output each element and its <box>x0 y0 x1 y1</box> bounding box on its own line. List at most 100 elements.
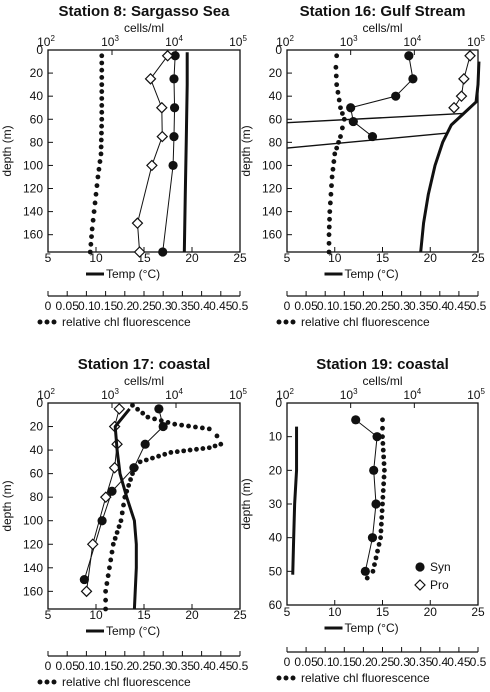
top-tick-label: 104 <box>165 387 183 402</box>
chl-point <box>381 454 387 460</box>
chl-point <box>186 423 191 429</box>
y-tick-label: 30 <box>269 497 283 511</box>
series-syn <box>351 415 382 576</box>
y-tick-label: 120 <box>23 182 43 196</box>
chl-point <box>214 433 220 439</box>
temp-tick-label: 25 <box>471 251 485 265</box>
chl-legend-dot <box>37 319 43 325</box>
chl-point <box>199 425 205 431</box>
y-axis-label: depth (m) <box>0 480 14 531</box>
chl-point <box>99 82 105 88</box>
top-tick-label: 103 <box>340 34 358 49</box>
chl-point <box>122 494 128 500</box>
top-axis-label: cells/ml <box>124 21 164 35</box>
syn-line <box>162 55 176 253</box>
chl-point <box>172 421 178 427</box>
chl-point <box>334 53 340 59</box>
series-pro <box>131 49 174 258</box>
chl-point <box>218 441 224 447</box>
series-temp <box>291 426 299 575</box>
top-tick-label: 103 <box>101 387 119 402</box>
chl-tick-label: 0.4 <box>431 299 448 313</box>
chl-point <box>193 424 198 430</box>
top-tick-label: 105 <box>467 34 485 49</box>
chl-tick-label: 0.1 <box>78 659 95 673</box>
top-tick-base: 10 <box>467 388 481 402</box>
chl-point <box>326 224 332 230</box>
pro-line <box>453 55 471 108</box>
chl-point <box>168 450 174 455</box>
chl-point <box>327 216 332 222</box>
chl-point <box>381 481 387 487</box>
chl-point <box>194 446 199 452</box>
chl-point <box>99 53 105 59</box>
temp-profile-line <box>113 407 138 610</box>
top-tick-base: 10 <box>165 35 179 49</box>
chl-point <box>329 174 335 180</box>
chl-point <box>181 448 187 454</box>
top-tick-base: 10 <box>229 35 243 49</box>
chl-point <box>99 67 105 73</box>
top-tick-exponent: 4 <box>417 34 422 43</box>
chl-point <box>110 541 116 547</box>
chl-point <box>206 445 212 451</box>
y-tick-label: 160 <box>262 228 282 242</box>
syn-point <box>367 131 378 142</box>
chl-point <box>339 111 345 116</box>
series-relative-chl-fluorescence <box>326 53 347 255</box>
chl-point <box>109 549 115 555</box>
chl-point <box>379 508 385 514</box>
top-tick-base: 10 <box>101 388 115 402</box>
temp-tick-label: 15 <box>376 251 390 265</box>
chl-point <box>378 521 384 527</box>
syn-point <box>348 116 358 127</box>
y-tick-label: 80 <box>269 135 283 149</box>
chl-tick-label: 0 <box>284 299 291 313</box>
chl-tick-label: 0.4 <box>193 299 210 313</box>
chl-point <box>370 568 376 574</box>
pro-point <box>131 217 144 229</box>
y-tick-label: 40 <box>269 89 283 103</box>
chl-point <box>341 116 347 122</box>
chl-point <box>335 89 341 95</box>
chl-point <box>380 494 386 500</box>
chl-legend-dot <box>37 679 43 685</box>
top-tick-exponent: 3 <box>114 34 119 43</box>
legend-pro-marker <box>414 579 426 591</box>
syn-point <box>169 74 179 84</box>
temp-axis-label: Temp (°C) <box>106 624 160 638</box>
chl-point <box>98 144 104 150</box>
temp-tick-label: 20 <box>424 251 438 265</box>
chl-point <box>99 103 105 108</box>
chl-point <box>334 145 340 151</box>
chl-tick-label: 0.15 <box>94 659 118 673</box>
pro-point <box>80 585 93 598</box>
temp-profile-line <box>286 132 448 149</box>
y-tick-label: 40 <box>30 89 44 103</box>
chl-tick-label: 0.1 <box>317 655 334 669</box>
chl-point <box>94 183 100 189</box>
temp-axis-label: Temp (°C) <box>345 267 399 281</box>
chl-point <box>158 418 164 424</box>
chl-point <box>99 123 105 129</box>
chl-legend-dot <box>44 319 50 325</box>
chl-point <box>380 488 386 493</box>
chl-tick-label: 0.05 <box>56 299 80 313</box>
chl-tick-label: 0.3 <box>393 655 410 669</box>
syn-point <box>169 131 179 142</box>
top-tick-label: 104 <box>165 34 183 49</box>
top-tick-exponent: 2 <box>289 34 294 43</box>
top-tick-label: 102 <box>276 387 294 402</box>
top-tick-base: 10 <box>340 35 354 49</box>
chl-point <box>338 134 343 139</box>
chl-point <box>121 502 126 508</box>
series-pro <box>448 49 476 114</box>
chl-point <box>326 232 332 238</box>
y-tick-label: 80 <box>30 135 44 149</box>
chl-point <box>331 159 337 164</box>
chl-tick-label: 0.5 <box>470 655 487 669</box>
chl-point <box>381 461 387 466</box>
chl-point <box>90 217 96 223</box>
